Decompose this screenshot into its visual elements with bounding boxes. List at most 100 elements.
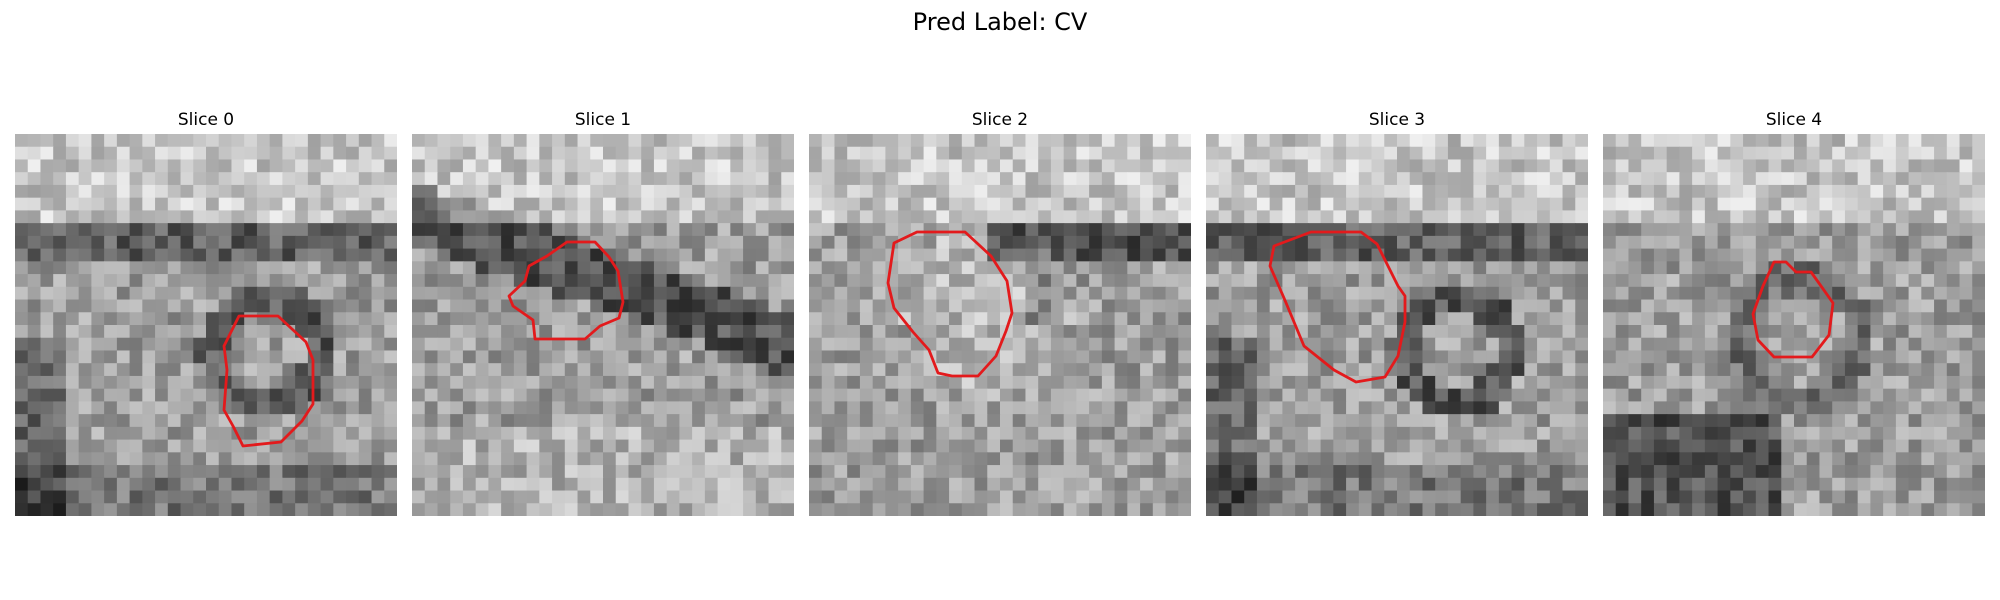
pixel [1653, 375, 1668, 390]
pixel [1460, 350, 1474, 364]
pixel [577, 337, 591, 352]
pixel [1562, 312, 1576, 326]
pixel [781, 235, 794, 250]
pixel [526, 503, 540, 516]
pixel [847, 248, 861, 262]
segmentation-contour [1268, 230, 1407, 384]
pixel [1447, 325, 1462, 339]
pixel [1883, 401, 1897, 415]
pixel [859, 350, 874, 364]
pixel [1524, 223, 1538, 237]
pixel [1165, 146, 1179, 161]
pixel [1231, 172, 1245, 186]
pixel [1435, 134, 1449, 148]
pixel [1422, 401, 1436, 415]
pixel [358, 210, 373, 224]
pixel [116, 312, 131, 326]
pixel [488, 439, 502, 453]
pixel [231, 337, 245, 352]
pixel [1473, 146, 1487, 161]
pixel [1269, 465, 1283, 479]
pixel [27, 261, 42, 275]
pixel [231, 414, 245, 428]
pixel [78, 490, 92, 504]
pixel [1628, 299, 1642, 313]
pixel [1549, 375, 1564, 390]
pixel [1000, 184, 1014, 199]
pixel [1870, 465, 1884, 479]
pixel [513, 223, 528, 237]
pixel [53, 477, 67, 492]
pixel [358, 503, 373, 516]
pixel [206, 248, 220, 262]
pixel [1895, 363, 1910, 377]
pixel [590, 401, 604, 415]
pixel [1717, 134, 1731, 148]
pixel [1152, 375, 1167, 390]
pixel [1575, 477, 1588, 492]
pixel [1486, 375, 1500, 390]
pixel [65, 325, 80, 339]
pixel [1165, 159, 1179, 173]
pixel [437, 235, 451, 250]
pixel [987, 159, 1001, 173]
pixel [116, 452, 131, 466]
pixel [1422, 388, 1436, 402]
pixel [1152, 197, 1167, 211]
pixel [1832, 134, 1846, 148]
pixel [1165, 286, 1179, 301]
pixel [1934, 146, 1948, 161]
pixel [1012, 414, 1027, 428]
pixel [180, 172, 194, 186]
pixel [1076, 274, 1090, 288]
pixel [40, 375, 54, 390]
pixel [1883, 184, 1897, 199]
pixel [526, 426, 540, 441]
pixel [424, 312, 439, 326]
pixel [231, 286, 245, 301]
pixel [424, 325, 439, 339]
pixel [295, 452, 309, 466]
pixel [218, 426, 233, 441]
pixel [1063, 261, 1077, 275]
pixel [1025, 477, 1039, 492]
pixel [1628, 197, 1642, 211]
pixel [1140, 261, 1154, 275]
pixel [15, 172, 29, 186]
pixel [1615, 159, 1630, 173]
pixel [1743, 248, 1757, 262]
pixel [180, 184, 194, 199]
pixel [1127, 286, 1141, 301]
pixel [1679, 197, 1693, 211]
pixel [27, 299, 42, 313]
pixel [1178, 350, 1191, 364]
pixel [333, 134, 347, 148]
pixel [834, 465, 848, 479]
pixel [717, 210, 731, 224]
pixel [1435, 350, 1449, 364]
pixel [282, 210, 296, 224]
pixel [282, 197, 296, 211]
pixel [1101, 414, 1116, 428]
pixel [1794, 134, 1808, 148]
pixel [1178, 363, 1191, 377]
pixel [1486, 172, 1500, 186]
pixel [552, 286, 566, 301]
pixel [142, 146, 156, 161]
pixel [1511, 299, 1525, 313]
pixel [1384, 414, 1398, 428]
pixel [628, 325, 642, 339]
pixel [1320, 134, 1334, 148]
pixel [142, 350, 156, 364]
pixel [628, 337, 642, 352]
pixel [1730, 184, 1744, 199]
pixel [1857, 503, 1871, 516]
pixel [40, 184, 54, 199]
pixel [218, 248, 233, 262]
pixel [462, 465, 477, 479]
pixel [333, 223, 347, 237]
pixel [513, 312, 528, 326]
pixel [307, 477, 322, 492]
pixel [1486, 337, 1500, 352]
pixel [1653, 172, 1668, 186]
